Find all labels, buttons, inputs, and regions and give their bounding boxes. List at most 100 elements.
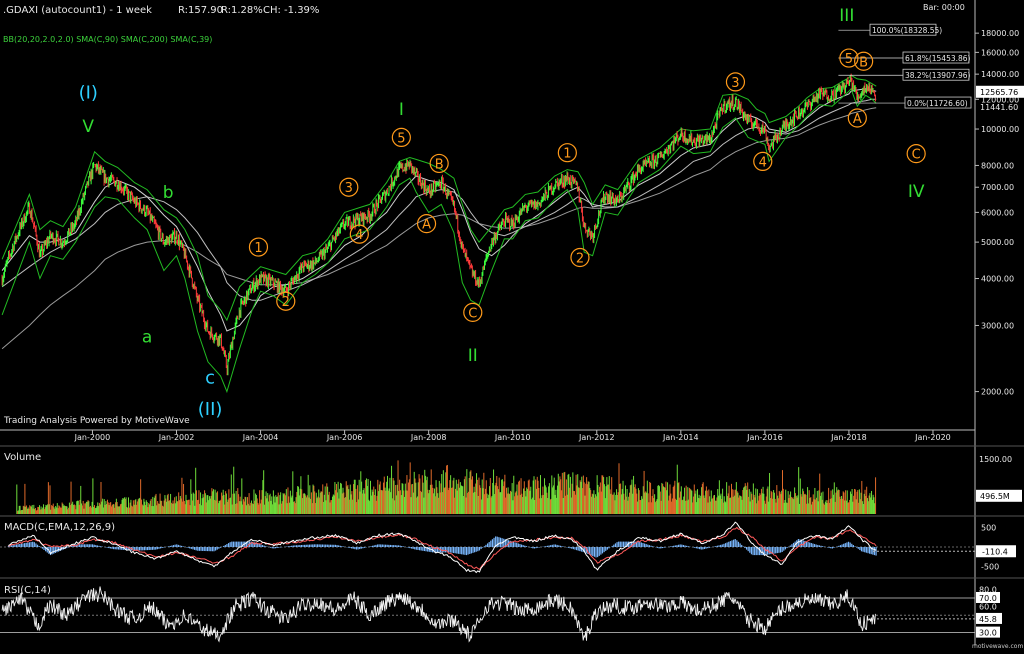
wave-label: 5 bbox=[397, 131, 405, 146]
wave-label: A bbox=[422, 218, 431, 233]
wave-label: b bbox=[163, 183, 174, 203]
symbol-title: .GDAXI (autocount1) - 1 week bbox=[3, 5, 152, 16]
wave-label-circle bbox=[339, 177, 359, 197]
last-price-label: 12565.76 bbox=[980, 88, 1018, 97]
fib-level-label: 38.2%(13907.96) bbox=[905, 71, 971, 80]
wave-label-circle bbox=[753, 151, 773, 172]
price-axis-label: 8000.00 bbox=[981, 161, 1014, 170]
bollinger-upper-line bbox=[1, 74, 877, 322]
time-axis-label: Jan-2000 bbox=[74, 433, 111, 442]
wave-label: C bbox=[912, 148, 921, 163]
fib-level-label: 61.8%(15453.86) bbox=[905, 54, 971, 63]
rsi-last-tag bbox=[976, 612, 1002, 624]
volume-last-tag bbox=[976, 489, 1022, 502]
wave-label: 1 bbox=[563, 147, 571, 162]
rsi-panel-title: RSI(C,14) bbox=[4, 585, 51, 596]
wave-label: B bbox=[859, 55, 868, 70]
wave-label: 4 bbox=[355, 228, 363, 243]
wave-label: IV bbox=[908, 182, 925, 202]
time-axis-label: Jan-2004 bbox=[242, 433, 279, 442]
watermark: Trading Analysis Powered by MotiveWave bbox=[3, 416, 190, 426]
price-panel: 2000.00 3000.00 4000.00 5000.00 6000.00 7000.… bbox=[1, 6, 1024, 442]
wave-label: 3 bbox=[731, 76, 739, 91]
price-axis-label: 3000.00 bbox=[981, 321, 1014, 330]
rsi-axis-label: 80.0 bbox=[979, 585, 997, 594]
time-axis-label: Jan-2010 bbox=[494, 433, 531, 442]
time-axis-label: Jan-2018 bbox=[830, 433, 867, 442]
macd-last-label: -110.4 bbox=[982, 547, 1008, 556]
macd-line bbox=[8, 521, 877, 574]
price-axis-label: 10000.00 bbox=[981, 125, 1019, 134]
wave-label: c bbox=[205, 368, 215, 389]
time-axis-label: Jan-2006 bbox=[326, 433, 363, 442]
macd-panel: 500 -500 -110.4 bbox=[0, 521, 1016, 574]
wave-label-circle bbox=[429, 153, 449, 174]
wave-label: a bbox=[142, 328, 152, 348]
time-axis-label: Jan-2014 bbox=[662, 433, 699, 442]
price-axis-label: 6000.00 bbox=[981, 208, 1014, 217]
wave-label: (I) bbox=[79, 83, 98, 104]
fib-level-label: 0.0%(11726.60) bbox=[907, 99, 968, 108]
macd-last-tag bbox=[976, 545, 1016, 558]
fib-low-price-label: 11441.60 bbox=[980, 103, 1018, 112]
fib-level-box bbox=[902, 68, 970, 81]
wave-label: 2 bbox=[282, 295, 290, 310]
rsi-level-tag bbox=[976, 591, 1000, 603]
bar-countdown: Bar: 00:00 bbox=[923, 3, 965, 12]
price-axis-label: 4000.00 bbox=[981, 275, 1014, 284]
sma-39-line bbox=[1, 88, 877, 332]
wave-label: 2 bbox=[576, 252, 584, 267]
wave-label: 3 bbox=[345, 181, 353, 196]
price-axis-label: 18000.00 bbox=[981, 29, 1019, 38]
fib-level-label: 100.0%(18328.55) bbox=[872, 26, 942, 35]
last-price-tag bbox=[976, 85, 1024, 98]
footer-brand: motivewave.com bbox=[972, 643, 1023, 650]
wave-label: (II) bbox=[198, 399, 223, 420]
rsi-panel: 80.070.060.0 30.0 45.8 bbox=[0, 585, 1002, 643]
wave-label-circle bbox=[416, 214, 437, 234]
wave-label: 1 bbox=[254, 241, 262, 256]
time-axis-label: Jan-2016 bbox=[746, 433, 783, 442]
wave-label: III bbox=[839, 6, 854, 26]
indicator-legend: BB(20,20,2.0,2.0) SMA(C,90) SMA(C,200) S… bbox=[3, 35, 212, 44]
wave-label: II bbox=[468, 346, 478, 366]
time-axis-label: Jan-2002 bbox=[158, 433, 195, 442]
price-axis-label: 12000.00 bbox=[981, 95, 1019, 104]
wave-label: A bbox=[853, 112, 862, 127]
wave-label-circle bbox=[725, 72, 746, 92]
volume-axis-label: 1500.00 bbox=[979, 455, 1012, 464]
macd-axis-label: 500 bbox=[981, 524, 996, 533]
rsi-level-tag bbox=[976, 626, 1000, 638]
macd-signal-line bbox=[8, 526, 877, 571]
wave-label-circle bbox=[847, 108, 867, 128]
wave-label-circle bbox=[906, 144, 926, 164]
wave-label-circle bbox=[391, 127, 411, 148]
fib-level-box bbox=[869, 23, 937, 36]
range-value: R:157.90 bbox=[178, 5, 223, 16]
wave-label: 5 bbox=[845, 52, 853, 67]
wave-label: C bbox=[468, 306, 477, 321]
range-percent: R:1.28% bbox=[221, 5, 263, 16]
rsi-last-label: 45.8 bbox=[979, 615, 997, 624]
wave-label: I bbox=[399, 100, 404, 120]
wave-label-circle bbox=[349, 224, 369, 244]
price-axis-label: 5000.00 bbox=[981, 238, 1014, 247]
wave-label-circle bbox=[463, 302, 483, 322]
wave-label-circle bbox=[276, 291, 296, 311]
wave-label: V bbox=[82, 117, 94, 137]
price-axis-label: 16000.00 bbox=[981, 48, 1019, 57]
wave-label-circle bbox=[557, 143, 577, 163]
volume-panel: 1500.00 496.5M bbox=[16, 455, 1022, 514]
wave-label-circle bbox=[839, 48, 859, 68]
wave-label-circle bbox=[854, 51, 874, 71]
wave-label-circle bbox=[248, 237, 269, 257]
wave-label: B bbox=[435, 157, 444, 172]
wave-label: 4 bbox=[759, 155, 767, 170]
change-percent: CH: -1.39% bbox=[263, 5, 319, 16]
fib-level-box bbox=[902, 51, 970, 64]
price-axis-label: 14000.00 bbox=[981, 70, 1019, 79]
rsi-line bbox=[1, 586, 876, 643]
time-axis-label: Jan-2008 bbox=[410, 433, 447, 442]
